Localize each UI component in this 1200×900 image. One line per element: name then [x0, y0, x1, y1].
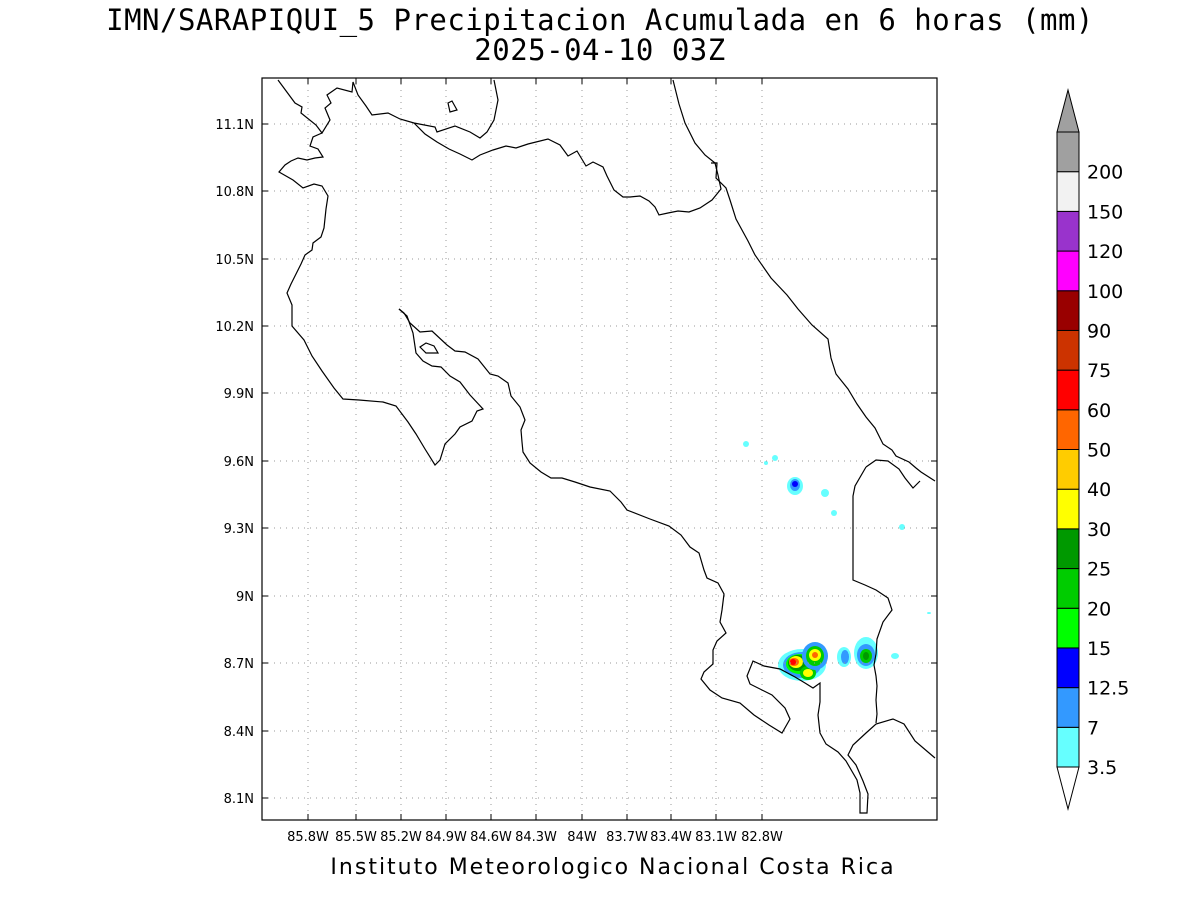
colorbar-label: 200 [1087, 162, 1123, 184]
lat-tick-label: 10.2N [215, 320, 254, 335]
map-title: IMN/SARAPIQUI_5 Precipitacion Acumulada … [106, 3, 1094, 37]
lon-tick-label: 85.8W [287, 830, 329, 845]
colorbar-segment [1056, 449, 1080, 490]
colorbar-over-arrow [1056, 88, 1080, 133]
colorbar-label: 15 [1087, 638, 1111, 660]
lat-tick-label: 9.3N [224, 522, 254, 537]
colorbar-label: 90 [1087, 320, 1111, 342]
lat-tick-label: 9.9N [224, 387, 254, 402]
colorbar-segment [1056, 290, 1080, 331]
map-frame [261, 77, 938, 821]
lon-tick-label: 83.1W [695, 830, 737, 845]
colorbar-segment [1056, 568, 1080, 609]
map-subtitle: 2025-04-10 03Z [474, 33, 726, 67]
lat-tick-label: 8.7N [224, 657, 254, 672]
longitude-axis: 85.8W 85.5W 85.2W 84.9W 84.6W 84.3W 84W 83.7W 83… [287, 78, 783, 845]
lat-tick-label: 8.4N [224, 725, 254, 740]
lat-tick-label: 11.1N [215, 118, 254, 133]
colorbar-label: 60 [1087, 400, 1111, 422]
colorbar-label: 3.5 [1087, 757, 1117, 779]
colorbar-label: 40 [1087, 479, 1111, 501]
lat-tick-label: 9.6N [224, 455, 254, 470]
lon-tick-label: 85.2W [380, 830, 422, 845]
colorbar-label: 25 [1087, 559, 1111, 581]
colorbar-segment [1056, 250, 1080, 292]
colorbar-label: 50 [1087, 440, 1111, 462]
colorbar-segment [1056, 210, 1080, 252]
lon-tick-label: 83.7W [606, 830, 648, 845]
colorbar-segment [1056, 726, 1080, 768]
lon-tick-label: 84.6W [470, 830, 512, 845]
colorbar-label: 20 [1087, 598, 1111, 620]
colorbar-segment [1056, 131, 1080, 173]
lon-tick-label: 84W [567, 830, 597, 845]
lat-tick-label: 10.8N [215, 185, 254, 200]
coastline [277, 79, 936, 814]
rain-overlay [743, 441, 931, 681]
latitude-axis: 11.1N 10.8N 10.5N 10.2N 9.9N 9.6N 9.3N 9N 8.7N 8.… [215, 118, 937, 807]
colorbar-segment [1056, 409, 1080, 450]
colorbar-under-arrow [1056, 766, 1080, 811]
colorbar-label: 7 [1087, 717, 1099, 739]
colorbar-label: 75 [1087, 360, 1111, 382]
colorbar-segment [1056, 171, 1080, 212]
colorbar-label: 12.5 [1087, 678, 1129, 700]
lon-tick-label: 84.9W [425, 830, 467, 845]
lon-tick-label: 83.4W [650, 830, 692, 845]
lat-tick-label: 10.5N [215, 253, 254, 268]
colorbar: 3.5 7 12.5 15 20 25 30 40 50 60 75 90 100 120 150 200 [1056, 88, 1129, 811]
footer-credit: Instituto Meteorologico Nacional Costa R… [330, 855, 896, 880]
colorbar-label: 100 [1087, 281, 1123, 303]
colorbar-label: 120 [1087, 241, 1123, 263]
grid-lines [262, 78, 937, 820]
lat-tick-label: 9N [236, 590, 254, 605]
lon-tick-label: 84.3W [515, 830, 557, 845]
colorbar-segment [1056, 687, 1080, 728]
colorbar-label: 30 [1087, 519, 1111, 541]
colorbar-segment [1056, 488, 1080, 530]
colorbar-segment [1056, 329, 1080, 371]
lat-tick-label: 8.1N [224, 792, 254, 807]
colorbar-label: 150 [1087, 201, 1123, 223]
colorbar-segment [1056, 369, 1080, 411]
colorbar-segment [1056, 647, 1080, 689]
colorbar-segment [1056, 607, 1080, 649]
lon-tick-label: 85.5W [335, 830, 377, 845]
lon-tick-label: 82.8W [741, 830, 783, 845]
colorbar-segment [1056, 528, 1080, 570]
